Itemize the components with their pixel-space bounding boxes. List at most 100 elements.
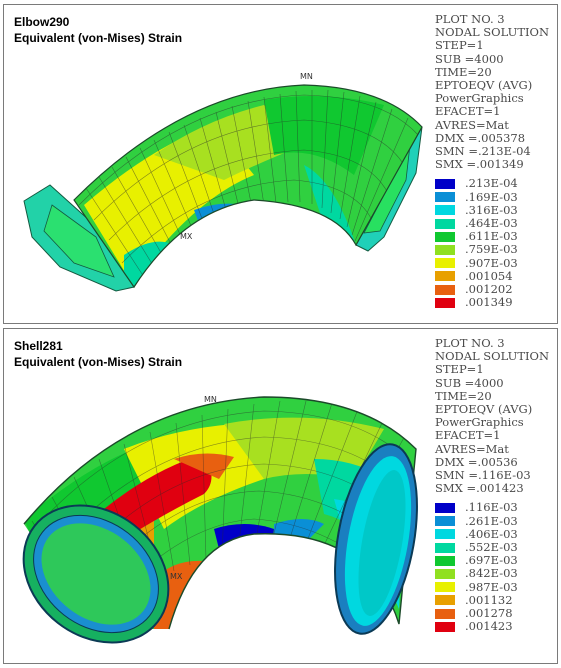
legend-swatch [435,582,455,593]
legend-label: .001423 [465,619,513,634]
legend-label: .406E-03 [465,526,518,541]
legend-entry: .907E-03 [435,255,553,270]
legend-entry: .169E-03 [435,189,553,204]
legend-label: .987E-03 [465,579,518,594]
legend-label: .001202 [465,281,513,296]
legend-entry: .001278 [435,605,553,620]
info-line: EFACET=1 [435,428,501,443]
legend-label: .261E-03 [465,513,518,528]
info-line: DMX =.00536 [435,454,518,469]
legend-entry: .987E-03 [435,579,553,594]
legend-swatch [435,529,455,540]
legend-label: .001132 [465,592,513,607]
info-line: TIME=20 [435,64,492,79]
legend-entry: .001349 [435,295,553,310]
legend-swatch [435,284,455,295]
legend-entry: .001054 [435,268,553,283]
info-line: PLOT NO. 3 [435,336,505,350]
legend-label: .697E-03 [465,553,518,568]
info-line: SMX =.001423 [435,481,524,496]
legend-label: .001054 [465,268,513,283]
info-line: EPTOEQV (AVG) [435,78,533,93]
shell281-panel: MN MX Shell281 Equivalent (von-Mises) St… [3,328,558,664]
elbow290-body [74,85,422,287]
legend-swatch [435,568,455,579]
legend-entry: .001202 [435,281,553,296]
legend-entry: .759E-03 [435,243,553,256]
shell281-title: Shell281 Equivalent (von-Mises) Strain [14,338,182,370]
elbow290-contour-plot: MN MX [23,72,423,292]
info-line: NODAL SOLUTION [435,25,550,40]
elbow290-max-marker: MX [180,232,193,241]
legend-entry: .406E-03 [435,526,553,541]
legend-swatch [435,258,455,269]
info-line: AVRES=Mat [435,441,509,456]
legend-swatch [435,555,455,566]
legend-swatch [435,205,455,216]
elbow290-title: Elbow290 Equivalent (von-Mises) Strain [14,14,182,46]
info-line: SMN =.116E-03 [435,468,531,483]
elbow290-title-quantity: Equivalent (von-Mises) Strain [14,31,183,45]
legend-swatch [435,503,455,514]
info-line: SMN =.213E-04 [435,144,531,159]
legend-entry: .842E-03 [435,567,553,580]
legend-swatch [435,231,455,242]
shell281-title-name: Shell281 [14,339,63,353]
legend-entry: .001132 [435,592,553,607]
elbow290-panel: MN MX Elbow290 Equivalent (von-Mises) St… [3,4,558,324]
legend-label: .464E-03 [465,216,518,230]
legend-label: .001349 [465,295,513,310]
info-line: NODAL SOLUTION [435,349,550,364]
legend-swatch [435,595,455,606]
legend-swatch [435,542,455,553]
legend-swatch [435,516,455,527]
legend-entry: .316E-03 [435,202,553,217]
info-line: AVRES=Mat [435,117,509,132]
legend-swatch [435,192,455,203]
legend-swatch [435,271,455,282]
legend-entry: .611E-03 [435,229,553,244]
legend-entry: .697E-03 [435,553,553,568]
legend-entry: .261E-03 [435,513,553,528]
legend-entry: .552E-03 [435,540,553,554]
shell281-min-marker: MN [204,395,217,404]
legend-entry: .001423 [435,619,553,634]
legend-label: .552E-03 [465,540,518,554]
legend-label: .001278 [465,605,513,620]
legend-swatch [435,608,455,619]
info-line: SMX =.001349 [435,157,524,172]
shell281-contour-plot: MN MX [22,395,418,644]
legend-label: .611E-03 [465,229,518,244]
legend-label: .213E-04 [465,176,518,191]
legend-swatch [435,179,455,190]
elbow290-title-name: Elbow290 [14,15,70,29]
legend-label: .759E-03 [465,242,518,257]
legend-label: .116E-03 [465,500,518,515]
legend-swatch [435,297,455,308]
info-line: PowerGraphics [435,91,524,106]
info-line: SUB =4000 [435,375,504,390]
info-line: PowerGraphics [435,415,524,430]
legend-label: .169E-03 [465,189,518,204]
legend-label: .316E-03 [465,202,518,217]
info-line: PLOT NO. 3 [435,12,505,26]
info-line: STEP=1 [435,362,484,377]
info-line: DMX =.005378 [435,130,526,145]
legend-entry: .464E-03 [435,216,553,230]
shell281-legend: .116E-03 .261E-03 .406E-03 .552E-03 .697… [435,501,553,633]
legend-entry: .213E-04 [435,177,553,190]
elbow290-min-marker: MN [300,72,313,81]
info-line: EFACET=1 [435,104,501,119]
legend-label: .907E-03 [465,255,518,270]
shell281-info-block: PLOT NO. 3 NODAL SOLUTION STEP=1 SUB =40… [435,336,553,633]
legend-label: .842E-03 [465,566,518,581]
shell281-max-marker: MX [170,572,183,581]
info-line: TIME=20 [435,388,492,403]
elbow290-info-block: PLOT NO. 3 NODAL SOLUTION STEP=1 SUB =40… [435,12,553,309]
elbow290-legend: .213E-04 .169E-03 .316E-03 .464E-03 .611… [435,177,553,309]
info-line: SUB =4000 [435,51,504,66]
legend-entry: .116E-03 [435,501,553,514]
info-line: STEP=1 [435,38,484,53]
legend-swatch [435,244,455,255]
shell281-title-quantity: Equivalent (von-Mises) Strain [14,355,183,369]
